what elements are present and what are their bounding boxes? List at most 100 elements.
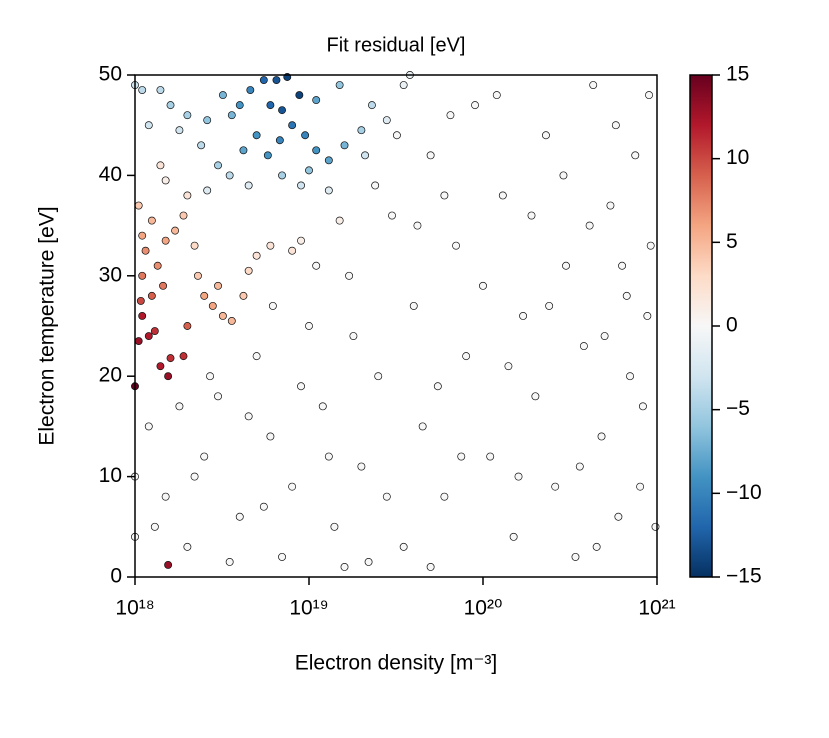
scatter-point <box>200 291 209 300</box>
y-tick-label: 40 <box>99 163 122 186</box>
scatter-point <box>297 382 305 391</box>
scatter-point <box>183 322 192 330</box>
scatter-point <box>462 352 471 361</box>
scatter-point <box>452 241 460 250</box>
scatter-point <box>171 226 180 235</box>
scatter-point <box>278 171 286 180</box>
scatter-point <box>600 332 609 340</box>
scatter-point <box>156 86 165 95</box>
scatter-point <box>156 362 165 371</box>
scatter-point <box>361 151 370 160</box>
y-tick-label: 50 <box>99 63 122 86</box>
scatter-point <box>575 462 584 471</box>
scatter-point <box>643 312 652 320</box>
scatter-point <box>340 563 349 571</box>
scatter-point <box>244 412 253 421</box>
scatter-point <box>519 312 528 320</box>
scatter-point <box>531 392 540 401</box>
scatter-point <box>638 402 647 411</box>
colorbar-tick-label: 10 <box>726 146 749 169</box>
scatter-point <box>288 246 297 255</box>
x-tick-label: 10¹⁸ <box>115 597 154 620</box>
scatter-point <box>179 211 188 220</box>
scatter-point <box>426 563 435 571</box>
scatter-point <box>134 201 143 210</box>
scatter-point <box>278 552 286 561</box>
colorbar-tick-label: −15 <box>726 565 762 588</box>
scatter-point <box>382 116 391 125</box>
scatter-point <box>571 552 580 561</box>
scatter-point <box>301 131 310 140</box>
scatter-point <box>244 266 253 275</box>
y-tick-label: 20 <box>99 364 122 387</box>
scatter-point <box>239 146 248 155</box>
scatter-point <box>214 281 222 290</box>
y-tick-label: 30 <box>99 263 122 286</box>
y-axis-label: Electron temperature [eV] <box>36 206 59 445</box>
scatter-point <box>164 372 173 381</box>
scatter-point <box>183 191 192 200</box>
scatter-point <box>335 216 344 225</box>
scatter-point <box>147 216 156 225</box>
scatter-point <box>498 191 507 200</box>
colorbar <box>689 74 713 578</box>
scatter-point <box>589 81 598 89</box>
scatter-point <box>646 241 655 250</box>
scatter-point <box>545 301 554 310</box>
scatter-point <box>440 191 449 200</box>
scatter-point <box>618 261 627 270</box>
scatter-point <box>138 271 147 280</box>
scatter-point <box>161 236 170 245</box>
scatter-point <box>297 181 305 190</box>
scatter-point <box>514 472 523 481</box>
scatter-point <box>193 271 202 280</box>
colorbar-tick-label: 0 <box>726 314 738 337</box>
scatter-point <box>324 156 333 165</box>
plot-frame <box>134 74 658 578</box>
scatter-point <box>272 76 281 84</box>
scatter-point <box>471 101 479 110</box>
y-tick-label: 0 <box>110 565 122 588</box>
scatter-point <box>266 432 275 441</box>
scatter-point <box>266 101 275 110</box>
scatter-point <box>509 532 518 541</box>
scatter-point <box>183 542 192 551</box>
scatter-point <box>244 181 253 190</box>
scatter-point <box>433 382 442 391</box>
scatter-point <box>144 332 153 340</box>
scatter-point <box>239 291 248 300</box>
scatter-point <box>275 136 284 145</box>
scatter-point <box>190 472 199 481</box>
scatter-point <box>324 186 333 195</box>
scatter-point <box>134 337 143 346</box>
scatter-point <box>426 151 435 160</box>
scatter-point <box>614 512 623 521</box>
scatter-point <box>305 322 313 330</box>
scatter-point <box>527 211 536 220</box>
scatter-point <box>227 317 236 325</box>
scatter-point <box>150 522 159 531</box>
scatter-point <box>364 557 373 566</box>
x-axis-label: Electron density [m⁻³] <box>295 652 497 675</box>
scatter-point <box>645 91 653 100</box>
scatter-point <box>479 281 487 290</box>
scatter-point <box>153 261 162 270</box>
scatter-point <box>175 402 184 411</box>
scatter-point <box>259 76 268 84</box>
scatter-point <box>541 131 550 140</box>
scatter-point <box>399 81 408 89</box>
scatter-point <box>150 327 159 335</box>
colorbar-tick-label: 5 <box>726 230 738 253</box>
scatter-point <box>374 372 383 381</box>
scatter-point <box>295 91 304 100</box>
scatter-point <box>141 246 150 255</box>
scatter-point <box>156 161 165 170</box>
scatter-point <box>611 121 620 130</box>
scatter-point <box>579 342 588 351</box>
scatter-point <box>492 91 501 100</box>
scatter-point <box>138 86 147 95</box>
scatter-point <box>367 101 376 110</box>
scatter-point <box>399 542 408 551</box>
scatter-point <box>144 422 153 431</box>
